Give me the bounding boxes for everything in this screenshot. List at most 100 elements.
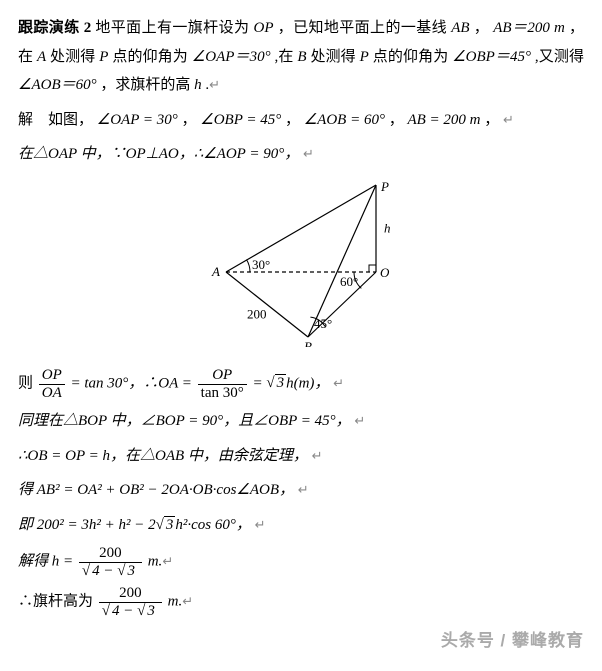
eq: m. — [148, 553, 163, 569]
return-icon: ↵ — [354, 413, 365, 428]
fraction: 200 √4 − √3 — [99, 585, 162, 619]
eq: = — [252, 375, 266, 391]
sqrt: √3 — [156, 511, 176, 540]
txt: 解 如图， — [18, 112, 93, 128]
problem-block: 跟踪演练 2 地平面上有一旗杆设为 OP ，已知地平面上的一基线 AB ， AB… — [18, 14, 584, 100]
sol-line-4: 同理在△BOP 中，∠BOP = 90°，且∠OBP = 45°， ↵ — [18, 407, 584, 436]
svg-text:P: P — [380, 179, 389, 194]
eq: 即 200² = 3h² + h² − 2 — [18, 517, 156, 533]
radicand: 3 — [145, 602, 157, 619]
geometry-figure: AOPBh30°60°45°200 — [186, 177, 416, 347]
fraction: OP OA — [39, 367, 65, 401]
return-icon: ↵ — [298, 482, 309, 497]
eq: h²·cos 60°， — [175, 517, 251, 533]
svg-text:B: B — [304, 339, 312, 347]
radicand: 4 − √3 — [90, 562, 139, 579]
sol-line-7: 即 200² = 3h² + h² − 2√3h²·cos 60°， ↵ — [18, 511, 584, 540]
return-icon: ↵ — [303, 146, 314, 161]
return-icon: ↵ — [182, 593, 193, 608]
sym-p: P — [99, 49, 108, 65]
sqrt: √4 − √3 — [102, 603, 159, 620]
svg-text:60°: 60° — [340, 274, 358, 289]
fraction: OP tan 30° — [198, 367, 247, 401]
txt: 点的仰角为 — [373, 49, 449, 65]
txt: ,又测得 — [535, 49, 584, 65]
denominator: OA — [39, 384, 65, 402]
eq: ∠OBP = 45° — [200, 112, 281, 128]
svg-text:45°: 45° — [314, 316, 332, 331]
sym-ab: AB — [451, 20, 469, 36]
txt: ， — [181, 112, 196, 128]
txt: 则 — [18, 375, 33, 391]
numerator: OP — [198, 367, 247, 384]
eq: 解得 h = — [18, 553, 77, 569]
watermark: 头条号 / 攀峰教育 — [18, 625, 584, 657]
sqrt: √4 − √3 — [82, 563, 139, 580]
fraction: 200 √4 − √3 — [79, 545, 142, 579]
eq: 同理在△BOP 中，∠BOP = 90°，且∠OBP = 45°， — [18, 413, 351, 429]
radicand: 4 − √3 — [110, 602, 159, 619]
svg-text:O: O — [380, 265, 390, 280]
radicand: 3 — [164, 516, 176, 533]
denominator: √4 − √3 — [79, 562, 142, 580]
eq: ∠OAP = 30° — [97, 112, 178, 128]
sqrt: √3 — [117, 563, 137, 580]
eq: 得 AB² = OA² + OB² − 2OA·OB·cos∠AOB， — [18, 482, 294, 498]
return-icon: ↵ — [312, 448, 323, 463]
txt: 地平面上有一旗杆设为 — [95, 20, 249, 36]
sqrt: √3 — [137, 603, 157, 620]
sol-line-2: 在△OAP 中，∵OP⊥AO，∴∠AOP = 90°， ↵ — [18, 140, 584, 169]
return-icon: ↵ — [503, 112, 514, 127]
txt: ∴旗杆高为 — [18, 593, 93, 609]
sym-b: B — [297, 49, 306, 65]
svg-text:30°: 30° — [252, 257, 270, 272]
sym-op: OP — [254, 20, 274, 36]
svg-text:h: h — [384, 220, 391, 235]
ang1: ∠OAP＝30° — [192, 49, 271, 65]
eq: = tan 30°，∴OA = — [71, 375, 196, 391]
txt: ， — [285, 112, 300, 128]
txt: 处测得 — [310, 49, 355, 65]
numerator: 200 — [99, 585, 162, 602]
txt: 4 − — [92, 563, 117, 579]
txt: ，已知地平面上的一基线 — [278, 20, 447, 36]
radicand: 3 — [275, 374, 287, 391]
return-icon: ↵ — [255, 517, 266, 532]
ang3: ∠AOB＝60° — [18, 77, 97, 93]
return-icon: ↵ — [162, 553, 173, 568]
numerator: 200 — [79, 545, 142, 562]
sym-a: A — [37, 49, 46, 65]
eq: m. — [168, 593, 183, 609]
sol-line-8: 解得 h = 200 √4 − √3 m.↵ — [18, 545, 584, 579]
numerator: OP — [39, 367, 65, 384]
denominator: √4 − √3 — [99, 602, 162, 620]
sol-line-9: ∴旗杆高为 200 √4 − √3 m.↵ — [18, 585, 584, 619]
denominator: tan 30° — [198, 384, 247, 402]
svg-text:200: 200 — [247, 306, 267, 321]
txt: 处测得 — [50, 49, 95, 65]
txt: ,在 — [275, 49, 294, 65]
sol-line-3: 则 OP OA = tan 30°，∴OA = OP tan 30° = √3h… — [18, 367, 584, 401]
txt: 点的仰角为 — [112, 49, 188, 65]
eq: 在△OAP 中，∵OP⊥AO，∴∠AOP = 90°， — [18, 146, 299, 162]
return-icon: ↵ — [209, 77, 220, 92]
txt: ， — [389, 112, 404, 128]
radicand: 3 — [125, 562, 137, 579]
sol-line-1: 解 如图， ∠OAP = 30° ， ∠OBP = 45° ， ∠AOB = 6… — [18, 106, 584, 135]
ang2: ∠OBP＝45° — [452, 49, 531, 65]
sym-p2: P — [360, 49, 369, 65]
eq: ∠AOB = 60° — [304, 112, 385, 128]
abval: AB＝200 m — [493, 20, 565, 36]
txt: ，求旗杆的高 — [100, 77, 190, 93]
sol-line-5: ∴OB = OP = h，在△OAB 中，由余弦定理， ↵ — [18, 442, 584, 471]
txt: ， — [474, 20, 489, 36]
txt: 4 − — [112, 603, 137, 619]
eq: ∴OB = OP = h，在△OAB 中，由余弦定理， — [18, 448, 308, 464]
problem-label: 跟踪演练 2 — [18, 20, 91, 36]
sym-h: h — [194, 77, 202, 93]
sqrt: √3 — [266, 369, 286, 398]
figure-wrap: AOPBh30°60°45°200 — [18, 177, 584, 358]
txt: ， — [484, 112, 499, 128]
eq: AB = 200 m — [407, 112, 480, 128]
sol-line-6: 得 AB² = OA² + OB² − 2OA·OB·cos∠AOB， ↵ — [18, 476, 584, 505]
